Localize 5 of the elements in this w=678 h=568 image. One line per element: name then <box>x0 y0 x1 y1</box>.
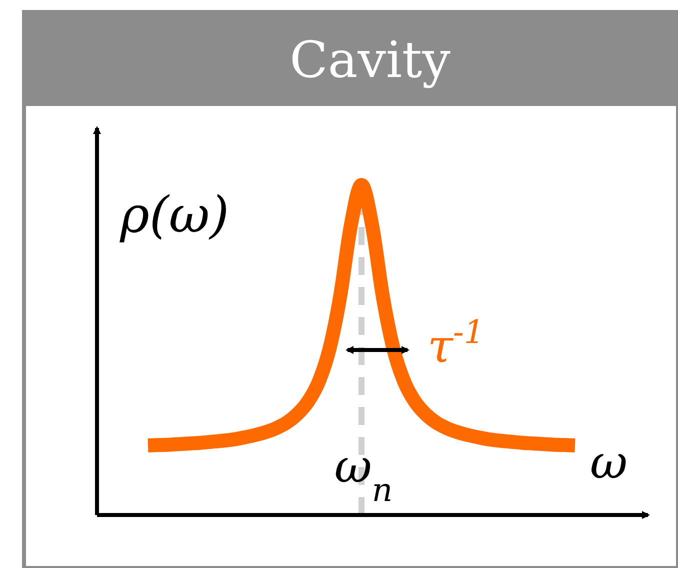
chart-title: Cavity <box>290 31 452 89</box>
annotation: ω$_{n}$ <box>334 439 393 509</box>
annotation: τ$^{-1}$ <box>428 313 484 373</box>
x-axis-title: ω <box>590 435 628 489</box>
y-axis-title: ρ(ω) <box>119 186 230 244</box>
